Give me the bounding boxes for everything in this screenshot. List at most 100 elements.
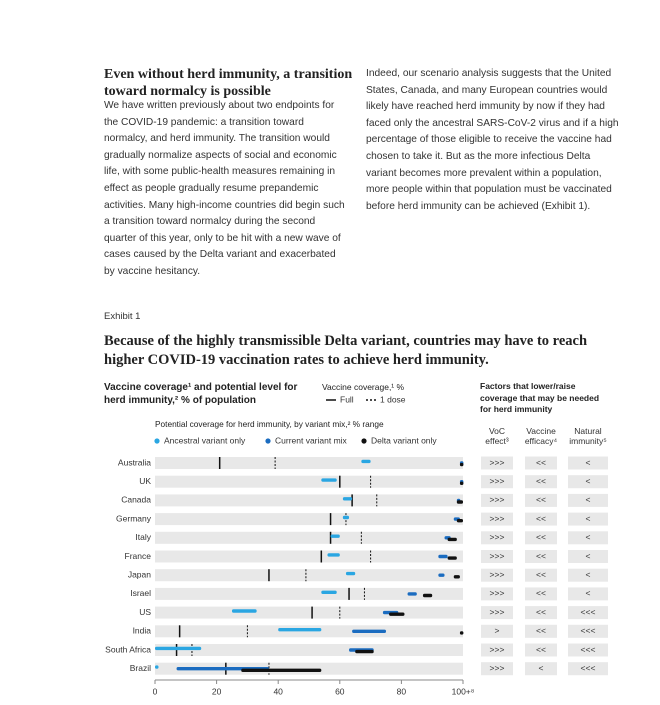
factor-cell: [481, 587, 513, 601]
legend-label: Delta variant only: [371, 435, 437, 445]
factor-cell: [568, 662, 608, 676]
category-label: Israel: [130, 588, 151, 598]
article-body-right: Indeed, our scenario analysis suggests t…: [366, 68, 619, 212]
factor-cell: [568, 531, 608, 545]
factor-cell: [481, 606, 513, 620]
range-bar: [447, 556, 457, 560]
factor-column-header: Natural immunity⁵: [569, 426, 607, 446]
factor-cell: [568, 624, 608, 638]
category-label: Australia: [118, 457, 151, 467]
coverage-legend-title: Vaccine coverage,¹ %: [322, 382, 405, 392]
row-band: [155, 550, 463, 563]
category-label: Japan: [128, 569, 151, 579]
row-band: [155, 644, 463, 656]
range-bar: [459, 481, 464, 485]
factor-value: >>>: [490, 495, 505, 505]
factor-value: >: [495, 626, 500, 636]
factor-value: <<: [536, 569, 546, 579]
range-bar: [447, 537, 457, 542]
factor-cell: [525, 550, 557, 563]
factor-value: <<: [536, 476, 546, 486]
factor-value: <: [586, 588, 591, 598]
factor-value: <: [586, 569, 591, 579]
range-bar: [330, 534, 340, 538]
factor-cell: [525, 662, 557, 676]
factor-cell: [481, 662, 513, 676]
factor-cell: [481, 568, 513, 582]
factor-cell: [481, 550, 513, 563]
factor-cell: [525, 568, 557, 582]
factor-value: <<: [536, 457, 546, 467]
factor-value: <<: [536, 626, 546, 636]
category-label: Germany: [116, 513, 152, 523]
range-bar: [438, 554, 448, 559]
category-label: Italy: [135, 532, 151, 542]
factor-value: <<<: [581, 663, 596, 673]
range-bar: [352, 629, 386, 633]
factor-value: >>>: [490, 644, 505, 654]
range-bar: [155, 646, 202, 651]
factor-cell: [568, 550, 608, 563]
range-bar: [389, 612, 405, 616]
factor-value: <: [586, 551, 591, 561]
row-band: [155, 569, 463, 582]
factor-cell: [525, 475, 557, 489]
legend-label: Full: [340, 394, 354, 404]
row-band: [155, 494, 463, 507]
range-bar: [361, 459, 371, 464]
factor-value: <<: [536, 495, 546, 505]
factor-cell: [568, 493, 608, 507]
range-bar: [355, 649, 374, 654]
factor-cell: [481, 475, 513, 489]
factor-value: <<: [536, 532, 546, 542]
x-tick-label: 0: [153, 686, 158, 696]
range-bar: [422, 593, 433, 598]
factor-value: <: [586, 495, 591, 505]
exhibit-title: Because of the highly transmissible Delt…: [104, 333, 588, 368]
factor-value: <: [586, 476, 591, 486]
row-band: [155, 475, 463, 488]
factor-cell: [525, 606, 557, 620]
factor-cell: [568, 643, 608, 657]
x-tick-label: 100+⁸: [452, 686, 475, 696]
range-bar: [453, 575, 460, 579]
range-bar: [438, 573, 445, 577]
factor-value: >>>: [490, 532, 505, 542]
factor-cell: [525, 512, 557, 526]
range-bar: [155, 665, 159, 669]
x-tick-label: 80: [397, 686, 407, 696]
row-band: [155, 531, 463, 544]
factor-value: >>>: [490, 569, 505, 579]
factor-value: >>>: [490, 476, 505, 486]
factor-value: >>>: [490, 588, 505, 598]
factor-cell: [481, 624, 513, 638]
x-tick-label: 60: [335, 686, 345, 696]
legend-label: 1 dose: [380, 394, 406, 404]
factor-column-header: Vaccine efficacy⁴: [525, 426, 558, 446]
range-bar: [456, 500, 463, 504]
factor-value: >>>: [490, 663, 505, 673]
factor-cell: [481, 531, 513, 545]
factor-cell: [568, 568, 608, 582]
factor-cell: [568, 512, 608, 526]
factor-cell: [525, 531, 557, 545]
legend-swatch: [361, 438, 367, 444]
factor-value: <: [586, 513, 591, 523]
row-band: [155, 587, 463, 600]
factor-value: <: [539, 663, 544, 673]
range-bar: [459, 462, 464, 467]
category-label: Brazil: [130, 663, 151, 673]
article-heading: Even without herd immunity, a transition…: [104, 67, 353, 99]
category-label: South Africa: [105, 644, 151, 654]
category-label: UK: [139, 476, 151, 486]
range-bar: [342, 515, 350, 520]
factor-value: <<<: [581, 626, 596, 636]
range-legend-title: Potential coverage for herd immunity, by…: [155, 419, 384, 429]
range-bar: [327, 553, 340, 557]
factors-title: Factors that lower/raise coverage that m…: [480, 381, 600, 414]
factor-cell: [481, 512, 513, 526]
range-bar: [456, 519, 463, 523]
factor-cell: [525, 624, 557, 638]
range-bar: [321, 590, 337, 594]
